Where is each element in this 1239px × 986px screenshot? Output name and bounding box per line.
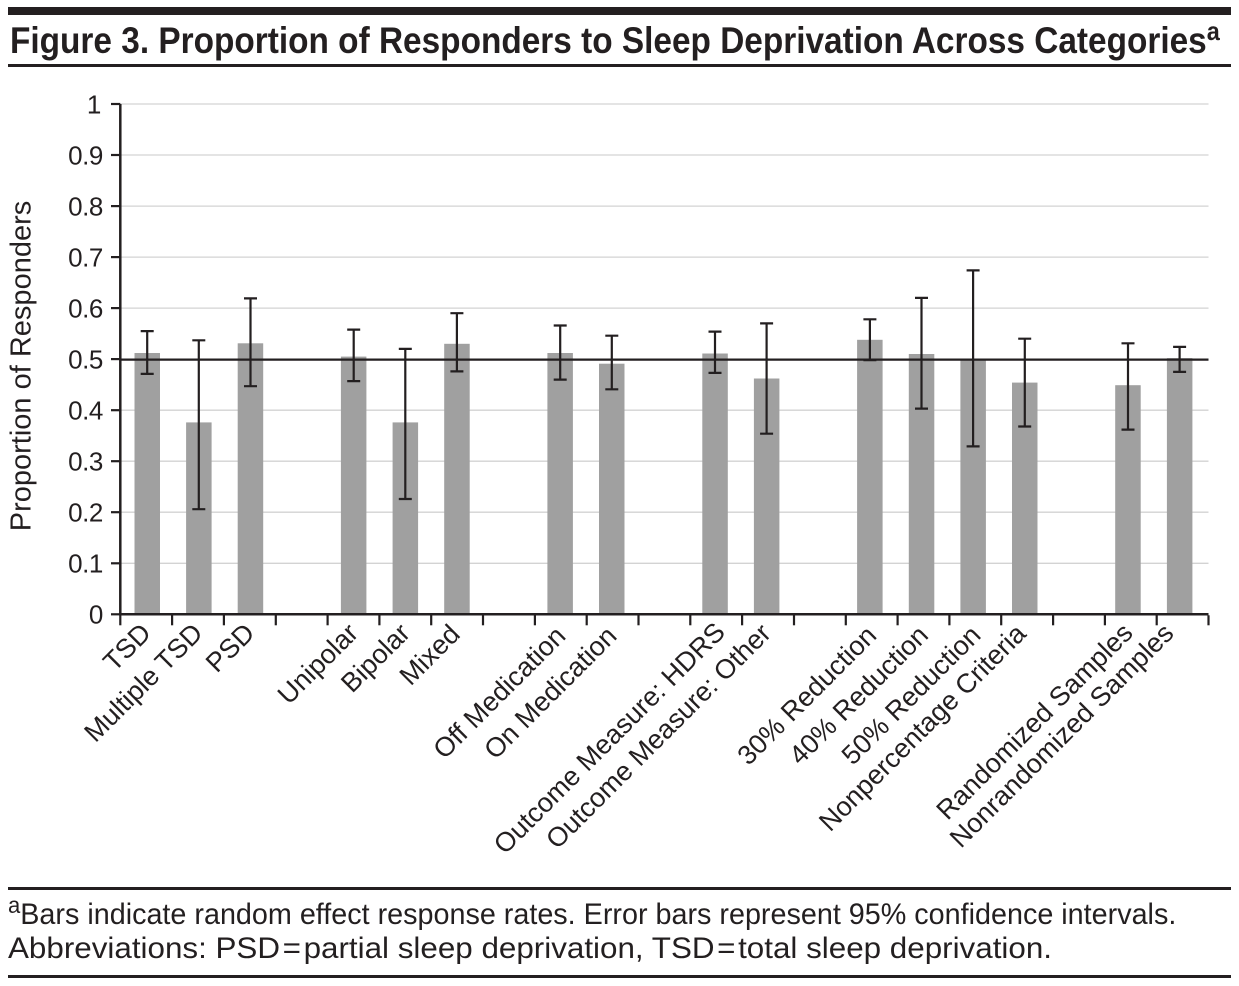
svg-text:0.7: 0.7 <box>68 242 103 272</box>
svg-text:PSD: PSD <box>200 618 260 678</box>
svg-text:0.6: 0.6 <box>68 293 103 323</box>
svg-text:0.8: 0.8 <box>68 191 103 221</box>
svg-text:0.1: 0.1 <box>68 549 103 579</box>
svg-text:Proportion of Responders: Proportion of Responders <box>6 201 38 531</box>
svg-text:0.3: 0.3 <box>68 447 103 477</box>
svg-text:0.5: 0.5 <box>68 344 103 374</box>
svg-text:0.4: 0.4 <box>68 396 103 426</box>
svg-text:0.2: 0.2 <box>68 498 103 528</box>
svg-text:0: 0 <box>89 600 103 630</box>
svg-text:1: 1 <box>87 89 101 119</box>
svg-text:0.9: 0.9 <box>68 140 103 170</box>
